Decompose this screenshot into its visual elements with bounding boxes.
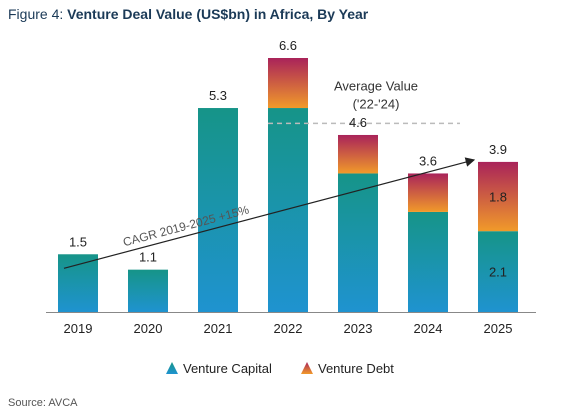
- total-label-2024: 3.6: [419, 153, 437, 168]
- total-label-2022: 6.6: [279, 38, 297, 53]
- bar-venture-debt-2023: [338, 134, 378, 174]
- labels-layer: 1.5 1.1 5.3 6.6 4.6 3.6 3.9 1.8 2.1: [69, 38, 507, 280]
- bar-venture-debt-2024: [408, 173, 448, 212]
- total-label-2019: 1.5: [69, 234, 87, 249]
- average-value-label: Average Value: [334, 78, 418, 93]
- source-note: Source: AVCA: [8, 397, 78, 409]
- x-tick-label-2021: 2021: [204, 321, 233, 336]
- axis-layer: 2019 2020 2021 2022 2023 2024 2025: [46, 312, 536, 336]
- x-tick-label-2020: 2020: [134, 321, 163, 336]
- total-label-2021: 5.3: [209, 88, 227, 103]
- x-tick-label-2025: 2025: [484, 321, 513, 336]
- legend-label-venture-debt: Venture Debt: [318, 361, 394, 376]
- x-tick-label-2023: 2023: [344, 321, 373, 336]
- total-label-2023: 4.6: [349, 115, 367, 130]
- x-tick-label-2022: 2022: [274, 321, 303, 336]
- legend-label-venture-capital: Venture Capital: [183, 361, 272, 376]
- average-value-period: ('22-'24): [353, 96, 400, 111]
- bar-venture-capital-2020: [128, 269, 168, 312]
- bars-layer: [58, 58, 518, 312]
- bar-venture-capital-2024: [408, 211, 448, 312]
- total-label-2020: 1.1: [139, 250, 157, 265]
- chart-title: Figure 4: Venture Deal Value (US$bn) in …: [8, 6, 368, 22]
- legend-layer: Venture Capital Venture Debt: [166, 361, 394, 376]
- bar-venture-capital-2022: [268, 108, 308, 312]
- x-tick-label-2024: 2024: [414, 321, 443, 336]
- segment-label-venture-capital-2025: 2.1: [489, 265, 507, 280]
- legend-marker-venture-debt: [301, 362, 313, 374]
- bar-venture-capital-2019: [58, 254, 98, 312]
- x-tick-label-2019: 2019: [64, 321, 93, 336]
- total-label-2025: 3.9: [489, 142, 507, 157]
- figure-number: Figure 4:: [8, 6, 64, 22]
- legend-marker-venture-capital: [166, 362, 178, 374]
- bar-venture-debt-2025: [478, 161, 518, 232]
- bar-venture-capital-2025: [478, 231, 518, 312]
- cagr-arrow: [63, 157, 476, 269]
- figure-title: Venture Deal Value (US$bn) in Africa, By…: [67, 6, 369, 22]
- segment-label-venture-debt-2025: 1.8: [489, 190, 507, 205]
- bar-venture-capital-2023: [338, 173, 378, 312]
- bar-venture-debt-2022: [268, 58, 308, 109]
- bar-venture-capital-2021: [198, 108, 238, 312]
